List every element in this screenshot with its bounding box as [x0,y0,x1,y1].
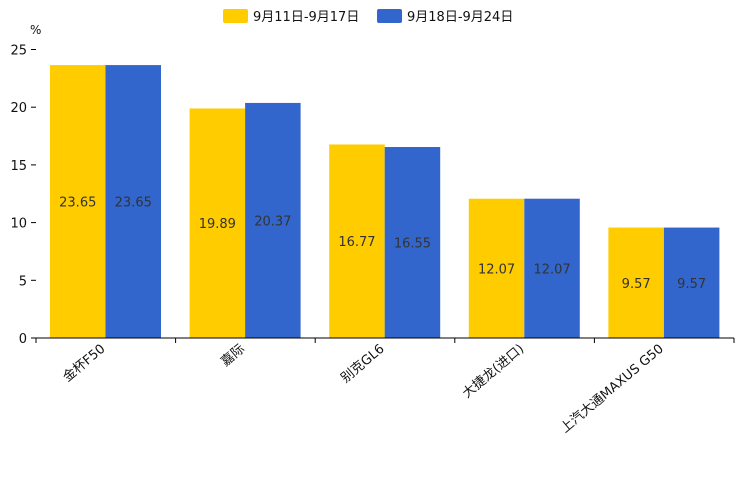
bar-series-1 [608,227,664,338]
bars: 23.65 23.65 19.89 20.37 16.77 16.55 12.07 12.07… [50,65,720,339]
y-axis-unit-label: % [30,23,41,37]
bar-value-label: 9.57 [622,277,651,292]
bar-series-1 [329,144,385,338]
bar-series-2 [384,147,441,338]
bar-value-label: 19.89 [199,217,236,232]
bar-series-1 [468,198,525,338]
bar-value-label: 20.37 [254,214,291,229]
bar-value-label: 23.65 [59,196,96,211]
bar-series-2 [245,102,301,338]
legend-label: 9月11日-9月17日 [253,10,359,25]
y-tick-label: 20 [10,101,27,116]
bar-value-label: 16.55 [394,237,431,252]
x-category-label: 嘉际 [218,342,248,370]
bar-value-label: 12.07 [478,262,515,277]
bar-value-label: 23.65 [115,196,152,211]
bar-series-2 [105,65,161,338]
x-category-label: 上汽大通MAXUS G50 [558,342,667,437]
x-category-label: 别克GL6 [338,342,387,387]
legend-swatch [223,9,248,23]
x-category-label: 大捷龙(进口) [460,342,527,402]
y-tick-label: 25 [10,44,27,59]
y-tick-label: 10 [10,217,27,232]
bar-series-1 [50,65,106,338]
x-category-label: 金杯F50 [60,341,109,385]
bar-value-label: 12.07 [533,262,570,277]
bar-series-2 [663,227,720,338]
bar-series-2 [524,198,580,338]
y-axis: 0 5 10 15 20 25 [10,44,36,347]
bar-value-label: 9.57 [677,277,706,292]
legend-swatch [377,9,402,23]
y-tick-label: 15 [10,159,27,174]
legend: 9月11日-9月17日 9月18日-9月24日 [223,9,513,25]
y-tick-label: 5 [19,274,27,289]
y-tick-label: 0 [19,332,27,347]
bar-value-label: 16.77 [338,235,375,250]
legend-label: 9月18日-9月24日 [407,10,513,25]
bar-series-1 [189,108,246,339]
